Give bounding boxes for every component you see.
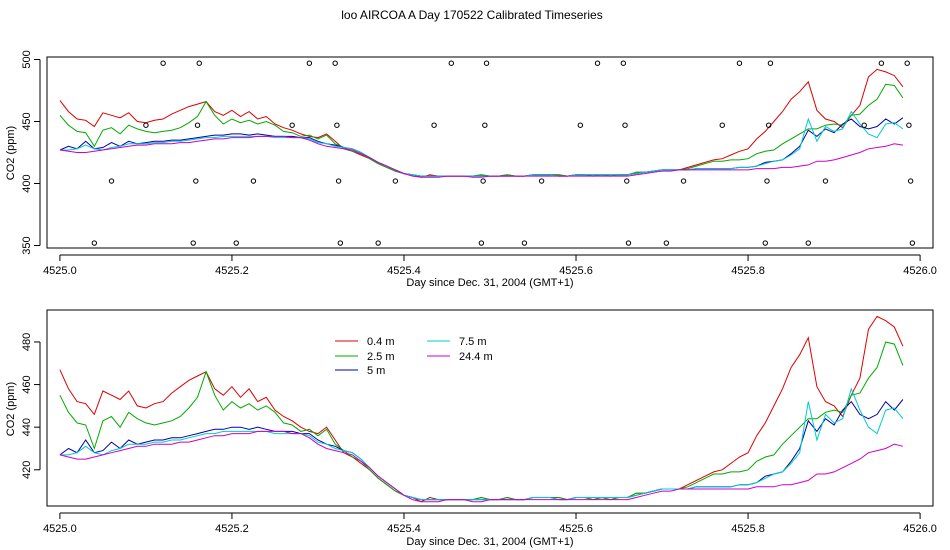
calibration-marker [143, 122, 149, 128]
top-x-tick-label: 4525.8 [731, 265, 765, 277]
calibration-marker [233, 240, 239, 246]
top-y-axis-label: CO2 (ppm) [5, 126, 17, 180]
calibration-marker [764, 178, 770, 184]
top-panel: 4525.0 4525.2 4525.4 4525.6 4525.8 4526.0 350… [5, 50, 937, 289]
calibration-marker [306, 60, 313, 66]
calibration-marker [196, 60, 202, 66]
bottom-x-tick-label: 4525.2 [215, 523, 249, 535]
bottom-series-line-7-5-m [59, 387, 904, 501]
legend-label-2-5m: 2.5 m [367, 351, 395, 363]
bottom-x-tick-label: 4526.0 [903, 523, 937, 535]
top-y-axis: 350 400 450 500 [21, 50, 41, 255]
calibration-marker [625, 240, 632, 246]
calibration-marker [680, 178, 687, 184]
top-series-lines [59, 68, 904, 178]
calibration-marker [431, 122, 437, 128]
top-y-tick-label: 500 [21, 50, 33, 68]
calibration-marker [335, 178, 342, 184]
bottom-x-tick-label: 4525.4 [387, 523, 421, 535]
calibration-marker [766, 122, 772, 128]
bottom-y-tick-label: 440 [21, 418, 33, 436]
calibration-marker [448, 60, 454, 66]
bottom-series-line-2-5-m [59, 341, 904, 501]
bottom-y-tick-label: 480 [21, 333, 33, 351]
calibration-marker [160, 60, 166, 66]
calibration-marker [906, 122, 912, 128]
top-x-tick-label: 4525.2 [215, 265, 249, 277]
legend-label-7-5m: 7.5 m [459, 336, 487, 348]
calibration-marker [332, 60, 338, 66]
legend-label-24-4m: 24.4 m [459, 351, 493, 363]
calibration-marker [250, 178, 257, 184]
top-x-axis: 4525.0 4525.2 4525.4 4525.6 4525.8 4526.0 [43, 254, 937, 277]
top-x-tick-label: 4525.4 [387, 265, 421, 277]
calibration-marker [521, 240, 528, 246]
calibration-marker [289, 122, 295, 128]
top-y-tick-label: 400 [21, 174, 33, 192]
calibration-marker [622, 122, 628, 128]
top-series-line-2-5-m [59, 83, 904, 177]
calibration-marker [904, 60, 910, 66]
legend-label-5m: 5 m [367, 365, 385, 377]
bottom-x-tick-label: 4525.6 [559, 523, 593, 535]
bottom-x-axis-label: Day since Dec. 31, 2004 (GMT+1) [406, 536, 573, 548]
calibration-marker [719, 122, 725, 128]
bottom-series-line-5-m [59, 399, 904, 501]
calibration-marker [190, 240, 196, 246]
chart-title: loo AIRCOA A Day 170522 Calibrated Times… [341, 8, 602, 22]
top-series-line-24-4-m [59, 135, 903, 178]
calibration-marker [907, 178, 914, 184]
calibration-marker [337, 240, 344, 246]
calibration-marker [878, 60, 885, 66]
calibration-marker [375, 240, 381, 246]
legend: 0.4 m 2.5 m 5 m 7.5 m 24.4 m [335, 336, 493, 377]
bottom-y-tick-label: 460 [21, 375, 33, 393]
bottom-plot-frame [46, 309, 934, 507]
calibration-marker [538, 178, 545, 184]
calibration-marker [762, 240, 768, 246]
calibration-marker [478, 240, 485, 246]
calibration-marker [193, 178, 199, 184]
calibration-marker [91, 240, 98, 246]
top-x-tick-label: 4526.0 [903, 265, 937, 277]
bottom-series-lines [59, 315, 904, 503]
calibration-marker [482, 122, 488, 128]
top-plot-frame [46, 56, 934, 249]
calibration-marker [392, 178, 399, 184]
calibration-marker [194, 122, 201, 128]
top-x-axis-label: Day since Dec. 31, 2004 (GMT+1) [406, 277, 573, 289]
bottom-y-axis: 420 440 460 480 [21, 333, 41, 479]
legend-label-0-4m: 0.4 m [367, 336, 395, 348]
calibration-marker [736, 60, 743, 66]
bottom-y-axis-label: CO2 (ppm) [5, 382, 17, 436]
bottom-x-tick-label: 4525.0 [43, 523, 77, 535]
calibration-marker [483, 60, 490, 66]
bottom-series-line-24-4-m [59, 430, 904, 503]
top-x-tick-label: 4525.6 [559, 265, 593, 277]
top-calibration-markers [91, 60, 916, 246]
top-series-line-7-5-m [59, 110, 904, 177]
calibration-marker [767, 60, 774, 66]
top-x-tick-label: 4525.0 [43, 265, 77, 277]
calibration-marker [108, 178, 115, 184]
calibration-marker [334, 122, 340, 128]
bottom-panel: 4525.0 4525.2 4525.4 4525.6 4525.8 4526.0 420… [5, 309, 937, 548]
calibration-marker [620, 60, 627, 66]
calibration-marker [805, 240, 811, 246]
calibration-marker [861, 122, 867, 128]
calibration-marker [822, 178, 829, 184]
bottom-x-tick-label: 4525.8 [731, 523, 765, 535]
bottom-y-tick-label: 420 [21, 461, 33, 479]
calibration-marker [480, 178, 486, 184]
bottom-x-axis: 4525.0 4525.2 4525.4 4525.6 4525.8 4526.0 [43, 512, 937, 535]
top-series-line-5-m [59, 117, 904, 177]
top-y-tick-label: 450 [21, 112, 33, 130]
calibration-marker [577, 122, 584, 128]
calibration-marker [624, 178, 630, 184]
calibration-marker [594, 60, 601, 66]
calibration-marker [909, 240, 916, 246]
calibration-marker [663, 240, 670, 246]
top-y-tick-label: 350 [21, 236, 33, 254]
